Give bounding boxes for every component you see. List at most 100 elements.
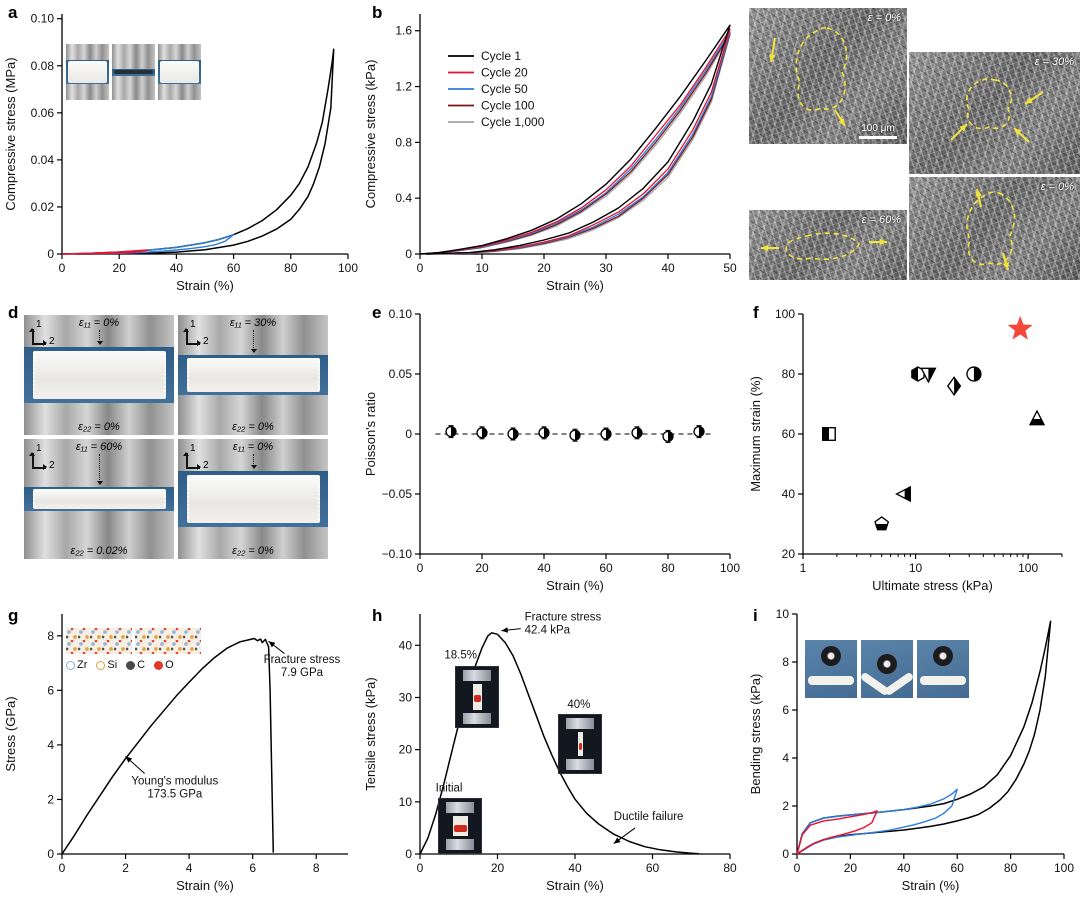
svg-text:80: 80 (1004, 861, 1018, 875)
svg-text:20: 20 (782, 547, 796, 561)
svg-text:20: 20 (844, 861, 858, 875)
svg-text:40: 40 (897, 861, 911, 875)
fracture-mark (453, 824, 467, 832)
tensile-photo-18.5pct (455, 666, 499, 728)
platen (112, 75, 155, 100)
strain-label: ε = 0% (1040, 181, 1074, 193)
chart-g: 0 2 4 6 8 0 2 4 6 8 Strain (%) Stress (GPa) Fracture… (3, 614, 348, 893)
svg-text:Cycle 1: Cycle 1 (481, 49, 521, 63)
fiber-annotation (761, 232, 887, 260)
chart-e-host: 0 20 40 60 80 100 −0.10 −0.05 0 0.05 0.10 Strain (%… (360, 300, 745, 600)
chart-a-host: 0 20 40 60 80 100 0 0.02 0.04 0.06 0.08 0.10 Strain … (0, 0, 360, 300)
svg-text:6: 6 (782, 703, 789, 717)
panel-label-f: f (753, 303, 759, 322)
chart-a: 0 20 40 60 80 100 0 0.02 0.04 0.06 0.08 0.10 Strain … (3, 12, 358, 293)
panel-label-h: h (372, 606, 383, 625)
svg-text:Strain (%): Strain (%) (546, 278, 604, 293)
svg-text:100: 100 (1054, 861, 1074, 875)
chart-h-host: 0 20 40 60 80 0 10 20 30 40 Strain (%) Tensile stre… (360, 600, 745, 899)
platen (158, 44, 201, 60)
grip (566, 718, 594, 729)
svg-text:100: 100 (775, 307, 795, 321)
svg-text:50: 50 (723, 261, 737, 275)
svg-text:Strain (%): Strain (%) (546, 878, 604, 893)
svg-text:0: 0 (794, 861, 801, 875)
svg-text:0.8: 0.8 (395, 135, 412, 149)
strain-22-label: ε₂₂ = 0% (78, 421, 120, 433)
svg-text:40: 40 (568, 861, 582, 875)
svg-text:6: 6 (249, 861, 256, 875)
chart-i-host: 0 20 40 60 80 100 0 2 4 6 8 10 Strain (%) Bending str… (745, 600, 1080, 899)
fiber-annotation (966, 188, 1016, 271)
sample (67, 60, 108, 84)
chart-g-host: 0 2 4 6 8 0 2 4 6 8 Strain (%) Stress (GPa) Fracture… (0, 600, 360, 899)
panel-a: 0 20 40 60 80 100 0 0.02 0.04 0.06 0.08 0.10 Strain … (0, 0, 360, 300)
chart-i: 0 20 40 60 80 100 0 2 4 6 8 10 Strain (%) Bending str… (748, 607, 1074, 893)
svg-text:Compressive stress (MPa): Compressive stress (MPa) (3, 57, 18, 210)
svg-text:100: 100 (720, 561, 740, 575)
sample (883, 671, 913, 697)
sample (452, 816, 468, 836)
grip (463, 713, 491, 724)
panel-c: c ε = 0%100 μm ε = 30% ε = 60% ε = 0% (745, 0, 1080, 300)
platen (66, 44, 109, 60)
svg-text:60: 60 (782, 427, 796, 441)
fiber-annotation (769, 26, 848, 127)
svg-text:40: 40 (170, 261, 184, 275)
svg-text:4: 4 (186, 861, 193, 875)
fracture-mark (578, 742, 582, 750)
svg-text:−0.10: −0.10 (382, 547, 413, 561)
platen (112, 44, 155, 69)
zr-atom-icon (66, 660, 75, 670)
compression-photo-inset (66, 44, 201, 100)
fiber-annotation (950, 78, 1044, 143)
strain-22-label: ε₂₂ = 0% (232, 421, 274, 433)
bending-photo-initial (805, 640, 857, 698)
svg-text:173.5 GPa: 173.5 GPa (147, 788, 203, 800)
svg-text:0: 0 (782, 847, 789, 861)
svg-text:4: 4 (782, 751, 789, 765)
panel-h: 0 20 40 60 80 0 10 20 30 40 Strain (%) Tensile stre… (360, 600, 745, 899)
roller (877, 654, 897, 674)
o-atom-icon (154, 660, 164, 670)
bending-photo-recovered (917, 640, 969, 698)
compression-photo-recovered (158, 44, 201, 100)
svg-text:20: 20 (491, 861, 505, 875)
panel-b: 0 10 20 30 40 50 0 0.4 0.8 1.2 1.6 Strain (%) Compre… (360, 0, 745, 300)
svg-text:Strain (%): Strain (%) (176, 278, 234, 293)
svg-text:6: 6 (47, 683, 54, 697)
sample (159, 60, 200, 84)
svg-text:Cycle 50: Cycle 50 (481, 82, 528, 96)
svg-text:2: 2 (782, 799, 789, 813)
sem-image-30pct: ε = 30% (909, 52, 1080, 174)
atom-legend: Zr Si C O (66, 659, 201, 671)
chart-f: 1 10 100 20 40 60 80 100 Ultimate stress (kPa) Ma… (748, 307, 1063, 593)
svg-text:Initial: Initial (436, 782, 463, 794)
svg-text:30: 30 (599, 261, 613, 275)
tensile-photo-40pct (558, 714, 602, 774)
svg-text:80: 80 (661, 561, 675, 575)
panel-i: 0 20 40 60 80 100 0 2 4 6 8 10 Strain (%) Bending str… (745, 600, 1080, 899)
svg-text:40: 40 (399, 638, 413, 652)
svg-text:0: 0 (59, 861, 66, 875)
platen (24, 403, 174, 435)
sample (32, 488, 166, 510)
tensile-photo-initial (438, 798, 482, 854)
svg-text:60: 60 (599, 561, 613, 575)
svg-text:1: 1 (800, 561, 807, 575)
sem-image-60pct: ε = 60% (749, 210, 907, 280)
panel-e: 0 20 40 60 80 100 −0.10 −0.05 0 0.05 0.10 Strain (%… (360, 300, 745, 600)
svg-text:60: 60 (227, 261, 241, 275)
svg-text:40: 40 (537, 561, 551, 575)
svg-text:0.06: 0.06 (31, 106, 55, 120)
chart-e: 0 20 40 60 80 100 −0.10 −0.05 0 0.05 0.10 Strain (%… (363, 307, 740, 593)
panel-g: 0 2 4 6 8 0 2 4 6 8 Strain (%) Stress (GPa) Fracture… (0, 600, 360, 899)
strain-label: ε = 30% (1034, 56, 1074, 68)
platen (158, 84, 201, 100)
strain-label: ε = 0% (867, 12, 901, 24)
svg-text:0: 0 (405, 427, 412, 441)
